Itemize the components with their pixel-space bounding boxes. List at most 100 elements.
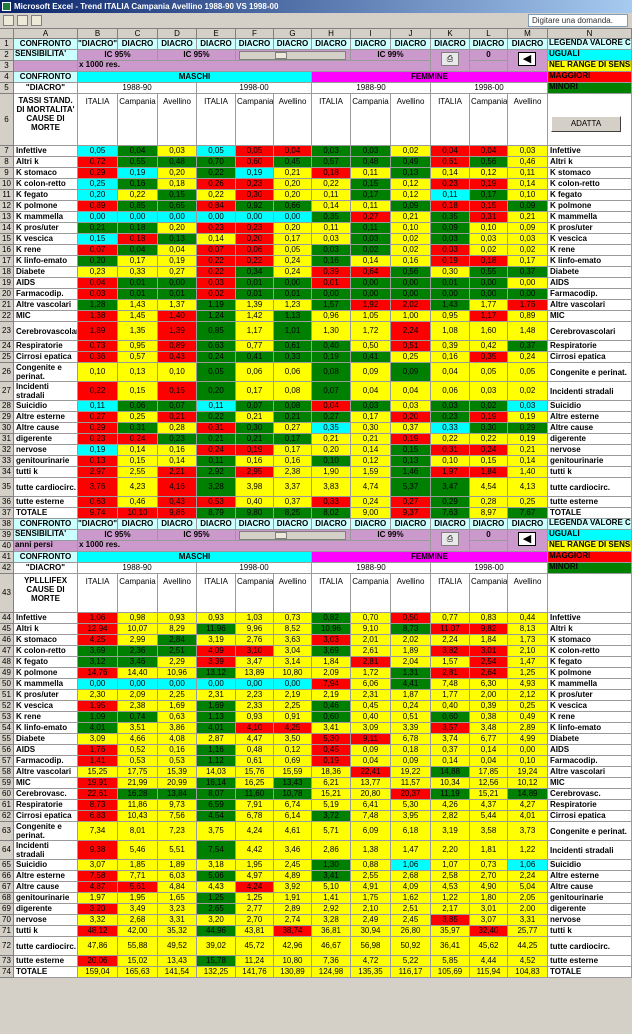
rate-value[interactable]: 1,12 — [197, 756, 236, 767]
sensitivity-scrollbar-a[interactable] — [236, 530, 351, 541]
rate-value[interactable]: 0,00 — [470, 289, 508, 300]
rate-value[interactable]: 124,98 — [312, 967, 351, 978]
rate-value[interactable]: 1,22 — [431, 893, 470, 904]
rate-value[interactable]: 36,41 — [431, 937, 470, 956]
rate-value[interactable]: 1,84 — [312, 657, 351, 668]
rate-value[interactable]: 0,85 — [118, 201, 158, 212]
rate-value[interactable]: 0,06 — [236, 245, 274, 256]
rate-value[interactable]: 1,69 — [197, 701, 236, 712]
rate-value[interactable]: 15,39 — [158, 767, 197, 778]
rate-value[interactable]: 44,96 — [197, 926, 236, 937]
rate-value[interactable]: 13,89 — [236, 668, 274, 679]
rate-value[interactable]: 0,06 — [118, 401, 158, 412]
rate-value[interactable]: 0,28 — [470, 497, 508, 508]
rate-value[interactable]: 0,77 — [431, 613, 470, 624]
rate-value[interactable]: 22,61 — [78, 789, 118, 800]
rate-value[interactable]: 15,59 — [274, 767, 312, 778]
rate-value[interactable]: 0,89 — [508, 311, 548, 322]
rate-value[interactable]: 0,19 — [158, 256, 197, 267]
row-number[interactable]: 27 — [0, 382, 14, 401]
rate-value[interactable]: 0,52 — [118, 745, 158, 756]
rate-value[interactable]: 0,04 — [391, 382, 431, 401]
row-number[interactable]: 15 — [0, 234, 14, 245]
rate-value[interactable]: 0,37 — [391, 423, 431, 434]
rate-value[interactable]: 0,21 — [274, 412, 312, 423]
rate-value[interactable]: 0,21 — [508, 445, 548, 456]
rate-value[interactable]: 0,73 — [274, 613, 312, 624]
rate-value[interactable]: 5,10 — [312, 882, 351, 893]
rate-value[interactable]: 0,22 — [118, 190, 158, 201]
rate-value[interactable]: 7,48 — [431, 679, 470, 690]
row-number[interactable]: 49 — [0, 668, 14, 679]
rate-value[interactable]: 15,76 — [236, 767, 274, 778]
rate-value[interactable]: 2,87 — [197, 734, 236, 745]
rate-value[interactable]: 0,11 — [431, 190, 470, 201]
rate-value[interactable]: 4,09 — [197, 646, 236, 657]
row-number[interactable]: 18 — [0, 267, 14, 278]
rate-value[interactable]: 0,74 — [118, 712, 158, 723]
rate-value[interactable]: 5,71 — [312, 822, 351, 841]
rate-value[interactable]: 16,28 — [118, 789, 158, 800]
ask-question-input[interactable]: Digitare una domanda. — [528, 14, 628, 27]
rate-value[interactable]: 5,44 — [470, 811, 508, 822]
rate-value[interactable]: 2,04 — [391, 657, 431, 668]
rate-value[interactable]: 0,42 — [470, 341, 508, 352]
rate-value[interactable]: 0,21 — [158, 412, 197, 423]
rate-value[interactable]: 0,10 — [78, 363, 118, 382]
column-header-c[interactable]: C — [118, 29, 158, 39]
rate-value[interactable]: 2,74 — [274, 915, 312, 926]
rate-value[interactable]: 3,39 — [391, 723, 431, 734]
rate-value[interactable]: 0,30 — [470, 423, 508, 434]
rate-value[interactable]: 0,61 — [431, 157, 470, 168]
rate-value[interactable]: 1,59 — [351, 467, 391, 478]
rate-value[interactable]: 0,20 — [391, 412, 431, 423]
rate-value[interactable]: 0,19 — [118, 168, 158, 179]
rate-value[interactable]: 0,45 — [274, 157, 312, 168]
rate-value[interactable]: 1,69 — [158, 701, 197, 712]
rate-value[interactable]: 0,40 — [351, 712, 391, 723]
rate-value[interactable]: 0,04 — [274, 146, 312, 157]
rate-value[interactable]: 0,08 — [274, 401, 312, 412]
rate-value[interactable]: 4,66 — [118, 734, 158, 745]
rate-value[interactable]: 0,13 — [391, 456, 431, 467]
rate-value[interactable]: 0,29 — [508, 423, 548, 434]
rate-value[interactable]: 2,23 — [236, 690, 274, 701]
row-number[interactable]: 7 — [0, 146, 14, 157]
rate-value[interactable]: 2,82 — [431, 811, 470, 822]
rate-value[interactable]: 1,91 — [274, 893, 312, 904]
rate-value[interactable]: 0,15 — [78, 234, 118, 245]
rate-value[interactable]: 2,10 — [351, 904, 391, 915]
rate-value[interactable]: 0,15 — [391, 445, 431, 456]
rate-value[interactable]: 0,00 — [78, 212, 118, 223]
rate-value[interactable]: 1,08 — [431, 322, 470, 341]
rate-value[interactable]: 5,06 — [197, 871, 236, 882]
rate-value[interactable]: 0,00 — [470, 278, 508, 289]
adatta-button[interactable]: ADATTA — [551, 116, 621, 132]
rate-value[interactable]: 0,00 — [274, 212, 312, 223]
rate-value[interactable]: 2,21 — [158, 467, 197, 478]
rate-value[interactable]: 0,20 — [158, 223, 197, 234]
rate-value[interactable]: 9,10 — [351, 624, 391, 635]
rate-value[interactable]: 0,24 — [274, 256, 312, 267]
rate-value[interactable]: 0,30 — [236, 423, 274, 434]
rate-value[interactable]: 4,41 — [391, 679, 431, 690]
rate-value[interactable]: 0,48 — [158, 157, 197, 168]
rate-value[interactable]: 0,48 — [236, 745, 274, 756]
rate-value[interactable]: 1,48 — [508, 322, 548, 341]
rate-value[interactable]: 0,51 — [391, 712, 431, 723]
rate-value[interactable]: 3,76 — [78, 478, 118, 497]
scrollbar-thumb[interactable] — [275, 532, 287, 539]
rate-value[interactable]: 0,14 — [118, 445, 158, 456]
rate-value[interactable]: 9,96 — [236, 624, 274, 635]
rate-value[interactable]: 2,77 — [236, 904, 274, 915]
row-number[interactable]: 36 — [0, 497, 14, 508]
rate-value[interactable]: 0,01 — [431, 278, 470, 289]
rate-value[interactable]: 11,60 — [236, 789, 274, 800]
rate-value[interactable]: 1,84 — [470, 467, 508, 478]
rate-value[interactable]: 0,01 — [236, 289, 274, 300]
rate-value[interactable]: 36,81 — [312, 926, 351, 937]
rate-value[interactable]: 0,23 — [197, 223, 236, 234]
rate-value[interactable]: 0,14 — [197, 234, 236, 245]
open-icon[interactable] — [17, 15, 28, 26]
printer-icon[interactable]: ⎙ — [441, 532, 459, 546]
